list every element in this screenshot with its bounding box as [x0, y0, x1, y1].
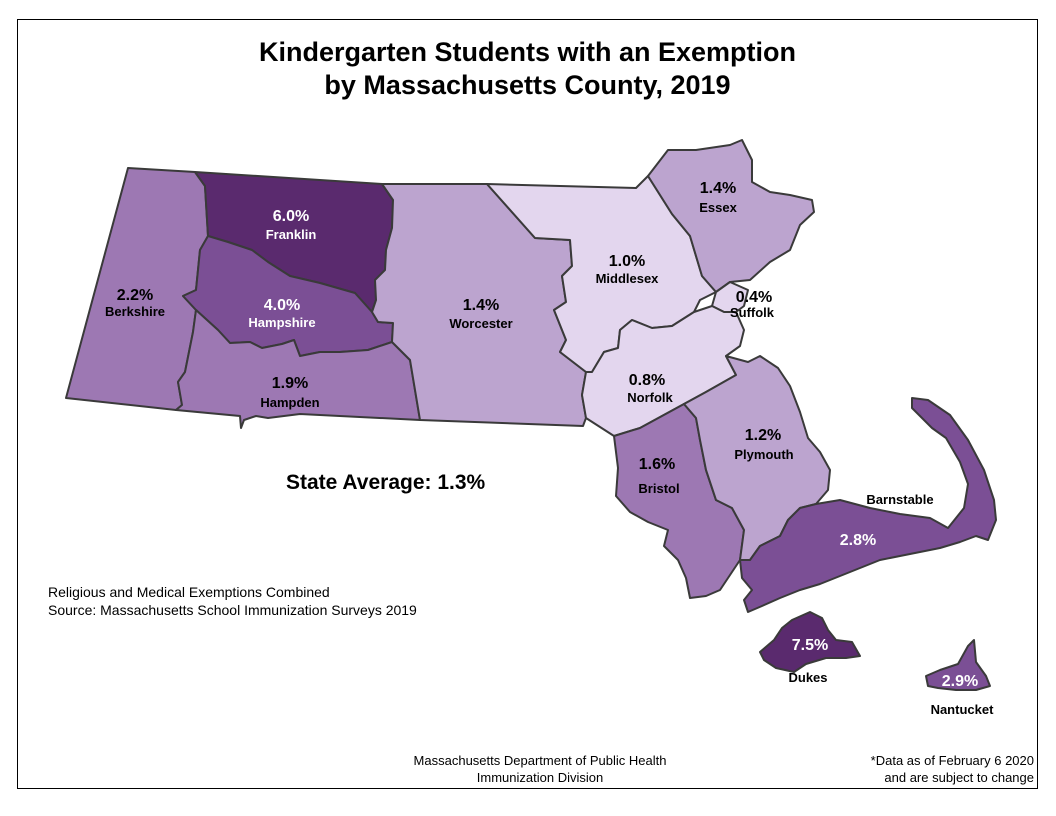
suffolk-name: Suffolk	[730, 305, 775, 320]
berkshire-name: Berkshire	[105, 304, 165, 319]
barnstable-pct: 2.8%	[840, 532, 876, 549]
map-frame	[17, 19, 1038, 789]
county-dukes[interactable]	[759, 611, 861, 673]
berkshire-pct: 2.2%	[117, 287, 153, 304]
hampshire-name: Hampshire	[248, 315, 315, 330]
disclaimer-subject: and are subject to change	[884, 770, 1034, 785]
county-nantucket[interactable]	[925, 639, 991, 691]
footer-department: Massachusetts Department of Public Healt…	[413, 753, 667, 768]
notes-exemptions: Religious and Medical Exemptions Combine…	[48, 584, 330, 600]
middlesex-name: Middlesex	[596, 271, 660, 286]
dukes-name: Dukes	[788, 670, 827, 685]
essex-name: Essex	[699, 200, 737, 215]
title-line-2: by Massachusetts County, 2019	[324, 70, 731, 100]
barnstable-name: Barnstable	[866, 492, 933, 507]
notes-source: Source: Massachusetts School Immunizatio…	[48, 602, 417, 618]
franklin-pct: 6.0%	[273, 208, 309, 225]
plymouth-name: Plymouth	[734, 447, 793, 462]
norfolk-name: Norfolk	[627, 390, 673, 405]
franklin-name: Franklin	[266, 227, 317, 242]
suffolk-pct: 0.4%	[736, 289, 772, 306]
county-barnstable[interactable]	[739, 397, 997, 613]
title-line-1: Kindergarten Students with an Exemption	[258, 37, 797, 67]
dukes-pct: 7.5%	[792, 637, 828, 654]
plymouth-pct: 1.2%	[745, 427, 781, 444]
worcester-pct: 1.4%	[463, 297, 499, 314]
worcester-name: Worcester	[449, 316, 512, 331]
state-average-label: State Average: 1.3%	[286, 471, 486, 494]
bristol-name: Bristol	[638, 481, 679, 496]
bristol-pct: 1.6%	[639, 456, 675, 473]
nantucket-name: Nantucket	[931, 702, 995, 717]
essex-pct: 1.4%	[700, 180, 736, 197]
data-disclaimer: *Data as of February 6 2020 and are subj…	[871, 752, 1034, 786]
county-essex[interactable]	[647, 139, 815, 293]
notes-block: Religious and Medical Exemptions Combine…	[48, 583, 417, 619]
middlesex-pct: 1.0%	[609, 253, 645, 270]
hampshire-pct: 4.0%	[264, 297, 300, 314]
norfolk-pct: 0.8%	[629, 372, 665, 389]
footer-division: Immunization Division	[476, 770, 604, 785]
nantucket-pct: 2.9%	[942, 673, 978, 690]
hampden-pct: 1.9%	[272, 375, 308, 392]
disclaimer-date: *Data as of February 6 2020	[870, 753, 1034, 768]
map-title: Kindergarten Students with an Exemption …	[17, 36, 1038, 102]
county-labels: 2.2% Berkshire 6.0% Franklin 4.0% Hampsh…	[105, 180, 994, 717]
footer-credit: Massachusetts Department of Public Healt…	[385, 752, 695, 786]
hampden-name: Hampden	[260, 395, 319, 410]
